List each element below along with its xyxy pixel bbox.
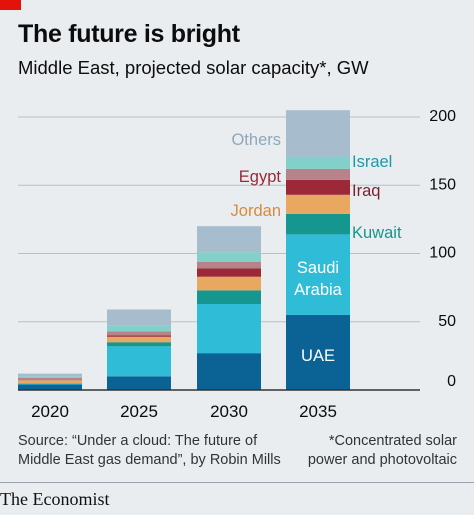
series-label-uae: UAE bbox=[301, 347, 335, 365]
bar-2025-saudi-arabia bbox=[107, 346, 171, 377]
bar-2035-jordan bbox=[286, 194, 350, 214]
bar-2030-saudi-arabia bbox=[197, 304, 261, 354]
series-label-jordan: Jordan bbox=[231, 202, 281, 220]
bar-2025-kuwait bbox=[107, 342, 171, 347]
footer-rule bbox=[0, 482, 474, 483]
bar-2035-israel bbox=[286, 156, 350, 169]
source-note: Source: “Under a cloud: The future of Mi… bbox=[18, 433, 281, 468]
x-tick-label-2025: 2025 bbox=[120, 402, 158, 421]
series-label-israel: Israel bbox=[352, 153, 392, 171]
bar-2025-egypt bbox=[107, 331, 171, 336]
series-label-others: Others bbox=[231, 131, 281, 149]
x-tick-label-2020: 2020 bbox=[31, 402, 69, 421]
series-label-kuwait: Kuwait bbox=[352, 224, 402, 242]
bar-2020-uae bbox=[18, 384, 82, 390]
y-tick-label-150: 150 bbox=[429, 176, 456, 193]
x-tick-label-2030: 2030 bbox=[210, 402, 248, 421]
bar-2020-others bbox=[18, 373, 82, 377]
bar-2035-egypt bbox=[286, 168, 350, 180]
y-tick-label-200: 200 bbox=[429, 108, 456, 125]
series-label-saudi-arabia: Saudi bbox=[297, 259, 339, 277]
bar-2030-others bbox=[197, 226, 261, 253]
series-label-saudi-arabia-2: Arabia bbox=[294, 281, 343, 299]
bar-2030-egypt bbox=[197, 261, 261, 269]
bar-2020-israel bbox=[18, 376, 82, 378]
x-tick-label-2035: 2035 bbox=[299, 402, 337, 421]
y-tick-label-100: 100 bbox=[429, 245, 456, 262]
y-tick-label-50: 50 bbox=[438, 313, 456, 330]
y-tick-label-0: 0 bbox=[447, 373, 456, 390]
bar-2025-iraq bbox=[107, 335, 171, 337]
bar-2025-others bbox=[107, 309, 171, 326]
bar-2020-jordan bbox=[18, 380, 82, 384]
bar-2025-jordan bbox=[107, 336, 171, 343]
bar-2030-jordan bbox=[197, 276, 261, 291]
series-label-iraq: Iraq bbox=[352, 182, 380, 200]
bar-chart: 50 100 150 200 0 2020 2025 2030 2035 UAE Saudi Arab… bbox=[18, 108, 456, 421]
red-tag bbox=[0, 0, 21, 10]
bar-2020-egypt bbox=[18, 377, 82, 381]
series-label-egypt: Egypt bbox=[239, 168, 282, 186]
footnote: *Concentrated solar power and photovolta… bbox=[307, 433, 457, 468]
bar-2035-uae bbox=[286, 314, 350, 390]
bar-2030-iraq bbox=[197, 268, 261, 277]
economist-logo: The Economist bbox=[0, 489, 110, 509]
bar-2030-israel bbox=[197, 252, 261, 262]
bar-2035-iraq bbox=[286, 179, 350, 195]
bar-2035-saudi-arabia bbox=[286, 234, 350, 315]
bar-2025-israel bbox=[107, 325, 171, 332]
chart-subtitle: Middle East, projected solar capacity*, … bbox=[18, 57, 369, 78]
bar-2030-uae bbox=[197, 353, 261, 390]
bar-2035-others bbox=[286, 110, 350, 157]
bar-2020-saudi-arabia bbox=[18, 383, 82, 385]
bar-2035-kuwait bbox=[286, 213, 350, 235]
chart-title: The future is bright bbox=[18, 20, 240, 48]
bar-2030-kuwait bbox=[197, 290, 261, 305]
bar-2025-uae bbox=[107, 376, 171, 390]
